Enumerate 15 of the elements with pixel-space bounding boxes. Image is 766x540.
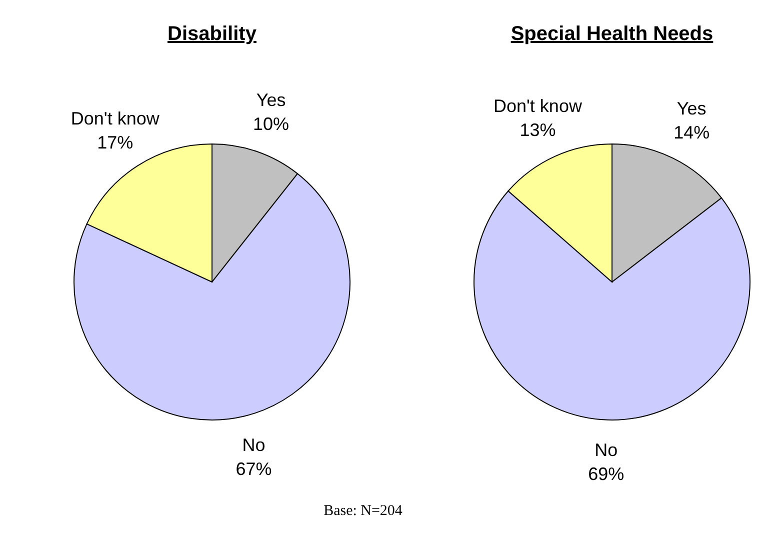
data-label: 10% <box>253 114 290 134</box>
slice-label: Don't know <box>493 96 583 116</box>
slice-label: Yes <box>256 90 286 110</box>
slice-label: Yes <box>676 98 706 119</box>
data-label: 17% <box>97 132 134 152</box>
data-label: 13% <box>520 120 556 140</box>
slice-label: No <box>242 435 266 456</box>
text: Base: N=204 <box>324 503 403 519</box>
slice-label: Don't know <box>70 108 160 128</box>
chart-title: Special Health Needs <box>510 23 714 45</box>
data-label: 69% <box>588 464 624 484</box>
data-label: 67% <box>236 459 272 480</box>
slice-label: No <box>594 440 618 460</box>
chart-title: Disability <box>168 23 258 45</box>
data-label: 14% <box>674 122 710 143</box>
